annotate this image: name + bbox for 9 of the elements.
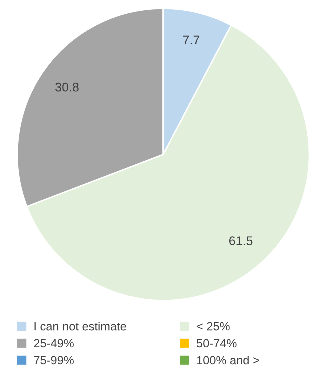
legend-label: < 25%: [197, 322, 230, 331]
legend-label: 75-99%: [34, 356, 74, 365]
legend-label: 25-49%: [34, 339, 74, 348]
data-label: 61.5: [230, 236, 253, 246]
data-label: 7.7: [183, 36, 200, 44]
legend-label: I can not estimate: [34, 322, 126, 331]
legend-label: 100% and >: [197, 356, 260, 365]
legend-label: 50-74%: [196, 339, 237, 348]
data-label: 30.8: [56, 82, 79, 92]
